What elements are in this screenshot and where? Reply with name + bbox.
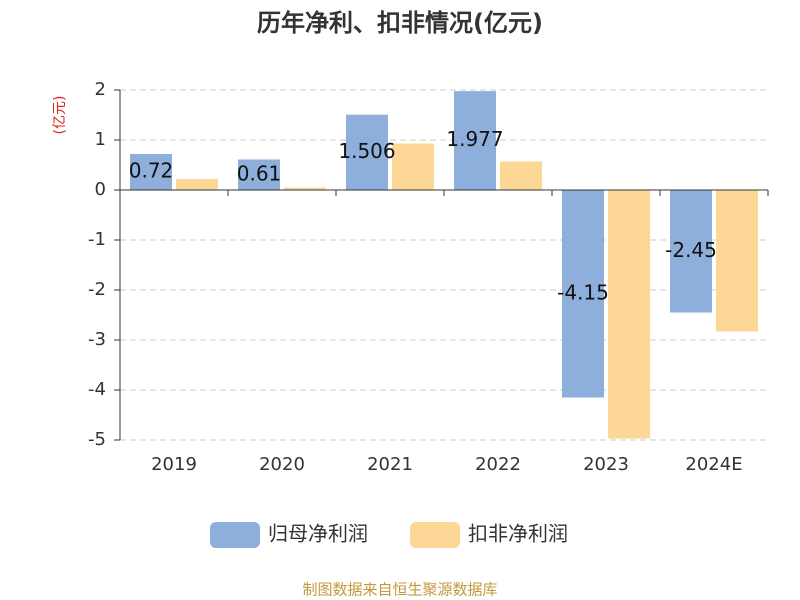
bar: [238, 159, 280, 190]
bar: [454, 91, 496, 190]
bar: [346, 114, 388, 190]
x-tick-label: 2024E: [685, 454, 742, 475]
bar: [562, 190, 604, 398]
chart-title: 历年净利、扣非情况(亿元): [257, 9, 543, 37]
bar: [130, 154, 172, 190]
legend-label: 归母净利润: [268, 522, 368, 546]
data-label: 0.72: [129, 159, 174, 183]
legend-label: 扣非净利润: [468, 522, 568, 546]
y-tick-label: 1: [95, 129, 106, 150]
bar: [284, 187, 326, 190]
y-tick-label: 0: [95, 179, 106, 200]
bar: [670, 190, 712, 313]
y-tick-label: -1: [88, 229, 106, 250]
x-tick-label: 2020: [259, 454, 305, 475]
bar: [500, 161, 542, 190]
legend-swatch: [210, 522, 260, 548]
x-tick-label: 2022: [475, 454, 521, 475]
y-axis-title: (亿元): [52, 96, 68, 135]
bar: [608, 190, 650, 439]
data-label: 1.977: [446, 127, 503, 151]
data-label: -2.45: [665, 238, 717, 262]
y-tick-label: -5: [88, 429, 106, 450]
y-tick-label: -3: [88, 329, 106, 350]
y-tick-label: -2: [88, 279, 106, 300]
x-tick-label: 2021: [367, 454, 413, 475]
x-tick-label: 2019: [151, 454, 197, 475]
y-tick-label: -4: [88, 379, 106, 400]
bar: [392, 143, 434, 190]
data-label: 0.61: [237, 161, 282, 185]
x-tick-label: 2023: [583, 454, 629, 475]
data-label: 1.506: [338, 139, 395, 163]
y-tick-label: 2: [95, 79, 106, 100]
bar: [716, 190, 758, 332]
source-note: 制图数据来自恒生聚源数据库: [302, 581, 497, 599]
data-label: -4.15: [557, 280, 609, 304]
bar: [176, 179, 218, 190]
legend-swatch: [410, 522, 460, 548]
